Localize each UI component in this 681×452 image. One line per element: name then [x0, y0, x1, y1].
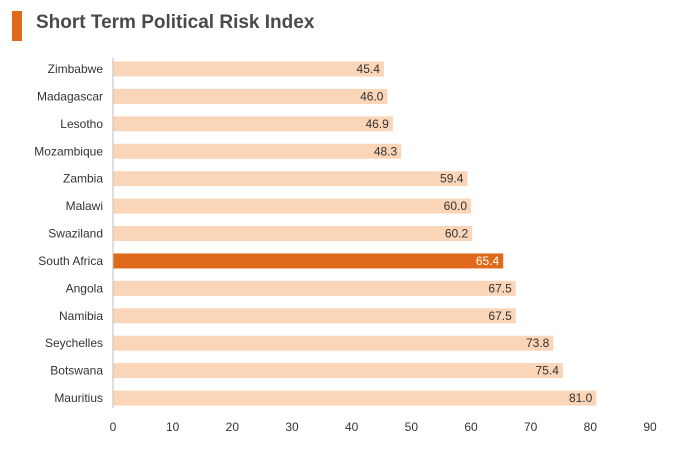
x-tick-label: 30 — [285, 420, 299, 434]
x-tick-label: 40 — [345, 420, 359, 434]
bar-namibia — [113, 308, 516, 324]
value-label: 46.0 — [360, 89, 384, 103]
bar-swaziland — [113, 226, 473, 242]
value-label: 75.4 — [536, 364, 560, 378]
value-label: 48.3 — [374, 144, 398, 158]
title-accent-bar — [12, 11, 22, 41]
x-tick-label: 50 — [405, 420, 419, 434]
bar-zimbabwe — [113, 61, 384, 77]
x-tick-label: 20 — [226, 420, 240, 434]
category-label: Mozambique — [34, 144, 103, 158]
bar-angola — [113, 280, 516, 296]
value-label: 73.8 — [526, 336, 550, 350]
value-label: 67.5 — [488, 281, 512, 295]
value-label: 65.4 — [476, 254, 500, 268]
value-label: 81.0 — [569, 391, 593, 405]
category-label: Lesotho — [60, 117, 103, 131]
value-label: 60.2 — [445, 227, 469, 241]
category-label: South Africa — [38, 254, 103, 268]
category-label: Botswana — [50, 364, 103, 378]
value-label: 60.0 — [444, 199, 468, 213]
bar-zambia — [113, 171, 468, 187]
x-tick-label: 60 — [464, 420, 478, 434]
bar-malawi — [113, 198, 471, 214]
bar-seychelles — [113, 335, 554, 351]
bar-south-africa — [113, 253, 504, 269]
x-tick-label: 80 — [584, 420, 598, 434]
value-label: 59.4 — [440, 172, 464, 186]
category-label: Malawi — [66, 199, 103, 213]
category-label: Zimbabwe — [48, 62, 104, 76]
category-label: Madagascar — [37, 89, 103, 103]
category-label: Zambia — [63, 172, 103, 186]
value-label: 45.4 — [357, 62, 381, 76]
category-label: Angola — [66, 281, 104, 295]
bar-mauritius — [113, 390, 597, 406]
x-tick-label: 0 — [110, 420, 117, 434]
bar-mozambique — [113, 143, 402, 159]
category-label: Swaziland — [48, 227, 103, 241]
chart-title: Short Term Political Risk Index — [36, 12, 315, 33]
x-tick-label: 10 — [166, 420, 180, 434]
x-tick-label: 90 — [643, 420, 657, 434]
value-label: 67.5 — [488, 309, 512, 323]
bar-botswana — [113, 363, 563, 379]
category-label: Namibia — [59, 309, 103, 323]
category-label: Mauritius — [54, 391, 103, 405]
bar-madagascar — [113, 88, 388, 104]
category-label: Seychelles — [45, 336, 103, 350]
value-label: 46.9 — [365, 117, 389, 131]
bar-lesotho — [113, 116, 393, 132]
x-tick-label: 70 — [524, 420, 538, 434]
